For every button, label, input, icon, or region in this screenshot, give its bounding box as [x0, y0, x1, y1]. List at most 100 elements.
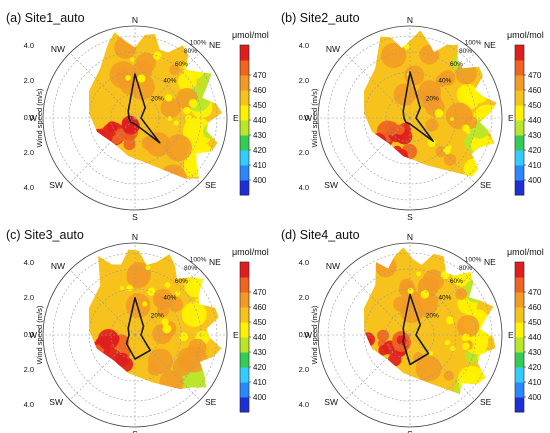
- mid-concentration-patch: [419, 44, 440, 65]
- direction-label: E: [233, 113, 239, 123]
- speckle: [196, 154, 202, 160]
- high-concentration-patch: [117, 356, 134, 372]
- direction-label: SE: [480, 180, 492, 190]
- frequency-tick-label: 60%: [450, 278, 463, 285]
- direction-label: SE: [480, 397, 492, 407]
- speckle: [446, 316, 454, 325]
- direction-label: SE: [205, 397, 217, 407]
- colorbar-swatch: [515, 292, 524, 308]
- direction-label: W: [29, 113, 37, 123]
- frequency-tick-label: 60%: [450, 61, 463, 68]
- speckle: [450, 345, 456, 352]
- direction-label: N: [132, 232, 138, 242]
- high-concentration-patch: [94, 134, 104, 143]
- mid-concentration-patch: [404, 65, 425, 86]
- colorbar-swatch: [515, 382, 524, 398]
- speed-tick-label: 0.0: [299, 113, 309, 122]
- outer-ring: [42, 242, 228, 428]
- outer-ring: [317, 25, 503, 211]
- low-concentration-patch: [181, 301, 207, 327]
- colorbar-tick-label: 450: [253, 101, 267, 110]
- frequency-tick-label: 40%: [163, 77, 176, 84]
- direction-spoke: [134, 52, 201, 119]
- mid-concentration-patch: [425, 118, 439, 132]
- speed-tick-label: 0.0: [24, 113, 34, 122]
- direction-spoke: [344, 334, 411, 401]
- colorbar-tick-label: 410: [253, 161, 267, 170]
- wind-rose-plot: 20% 40% 60% 80%100% N NE E SE S SW W NW 4.0 2.0 0.0 2.0…: [281, 228, 544, 433]
- wind-rose-plot: 20% 40% 60% 80%100% N NE E SE S SW W NW 4.0 2.0 0.0 2.0…: [6, 11, 269, 222]
- direction-label: E: [508, 330, 514, 340]
- frequency-tick-label: 100%: [465, 40, 482, 47]
- direction-spoke: [409, 117, 476, 184]
- speckle: [404, 46, 408, 51]
- mid-concentration-patch: [443, 370, 454, 381]
- speckle: [174, 290, 181, 296]
- speckle: [440, 270, 450, 280]
- colorbar-swatch: [515, 90, 524, 106]
- speckle: [126, 284, 133, 292]
- frequency-tick-label: 100%: [190, 257, 207, 264]
- speed-tick-label: 2.0: [24, 148, 34, 157]
- speckle: [475, 343, 483, 351]
- speed-tick-label: 2.0: [24, 76, 34, 85]
- speckle: [444, 340, 450, 346]
- speed-tick-label: 2.0: [299, 293, 309, 302]
- frequency-tick-label: 100%: [190, 40, 207, 47]
- colorbar-swatch: [240, 292, 249, 308]
- colorbar-swatch: [240, 120, 249, 136]
- colorbar-unit: μmol/mol: [232, 30, 269, 40]
- speckle: [164, 282, 171, 288]
- colorbar-tick-label: 430: [253, 348, 267, 357]
- colorbar-swatch: [240, 397, 249, 413]
- colorbar-swatch: [515, 397, 524, 413]
- speed-tick-label: 4.0: [299, 41, 309, 50]
- y-axis-label: Wind speed (m/s): [35, 305, 44, 364]
- colorbar-swatch: [240, 307, 249, 323]
- speed-tick-label: 4.0: [24, 258, 34, 267]
- colorbar-tick-label: 400: [253, 393, 267, 402]
- direction-spoke: [69, 117, 136, 184]
- high-concentration-patch: [121, 115, 139, 133]
- direction-label: W: [304, 113, 312, 123]
- frequency-tick-label: 80%: [459, 48, 472, 55]
- low-concentration-patch: [463, 158, 487, 177]
- direction-label: SW: [49, 397, 63, 407]
- high-concentration-patch: [396, 335, 407, 346]
- colorbar-swatch: [240, 135, 249, 151]
- direction-label: S: [407, 429, 413, 433]
- direction-label: SW: [49, 180, 63, 190]
- colorbar-tick-label: 440: [528, 333, 542, 342]
- colorbar-tick-label: 440: [253, 333, 267, 342]
- mid-concentration-patch: [145, 132, 171, 157]
- speed-tick-label: 2.0: [299, 365, 309, 374]
- speckle: [407, 287, 414, 294]
- direction-label: E: [233, 330, 239, 340]
- colorbar-swatch: [515, 262, 524, 278]
- direction-label: NE: [209, 40, 221, 50]
- speed-tick-label: 4.0: [299, 183, 309, 192]
- direction-label: NE: [484, 40, 496, 50]
- speed-tick-label: 4.0: [299, 258, 309, 267]
- high-concentration-patch: [381, 149, 398, 166]
- colorbar-swatch: [515, 165, 524, 181]
- frequency-tick-label: 20%: [426, 312, 439, 319]
- frequency-tick-label: 20%: [151, 95, 164, 102]
- colorbar-unit: μmol/mol: [507, 30, 544, 40]
- frequency-tick-label: 80%: [459, 265, 472, 272]
- colorbar-swatch: [240, 262, 249, 278]
- colorbar-tick-label: 450: [528, 318, 542, 327]
- y-axis-label: Wind speed (m/s): [35, 88, 44, 147]
- mid-concentration-patch: [109, 61, 137, 89]
- low-concentration-patch: [457, 365, 486, 394]
- colorbar-swatch: [240, 367, 249, 383]
- wind-rose-panel: 20% 40% 60% 80%100% N NE E SE S SW W NW 4.0 2.0 0.0 2.0…: [0, 0, 275, 222]
- panel-title: (d) Site4_auto: [281, 228, 360, 242]
- direction-spoke: [134, 269, 201, 336]
- wind-rose-panel: 20% 40% 60% 80%100% N NE E SE S SW W NW 4.0 2.0 0.0 2.0…: [275, 217, 550, 433]
- speckle: [137, 74, 146, 83]
- low-concentration-patch: [182, 117, 213, 147]
- direction-label: N: [407, 232, 413, 242]
- frequency-tick-label: 40%: [438, 77, 451, 84]
- colorbar-swatch: [515, 307, 524, 323]
